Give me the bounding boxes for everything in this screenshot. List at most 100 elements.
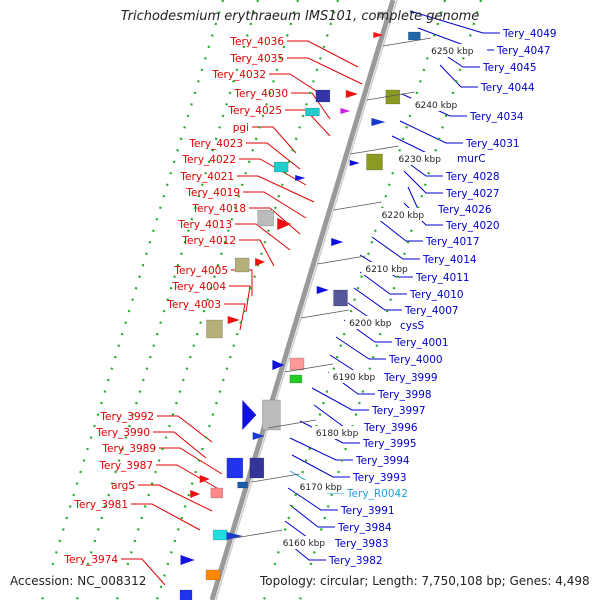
- scale-tick-label: 6170 kbp: [300, 483, 343, 493]
- scale-tick-label: 6180 kbp: [316, 429, 359, 439]
- leader-line-left: [291, 92, 331, 120]
- scale-tick-bg: [311, 426, 372, 439]
- gene-label-left: pgi: [233, 122, 249, 134]
- gene-arrow-19: [227, 316, 240, 324]
- leader-line-left: [249, 207, 301, 235]
- leader-line-right: [407, 186, 435, 210]
- gene-label-left: Tery_4004: [171, 281, 226, 293]
- scale-tick-line: [301, 309, 350, 319]
- gene-block-37: [408, 31, 421, 41]
- gene-arrow-10: [295, 175, 306, 181]
- gene-arrow-33: [180, 555, 195, 565]
- scale-tick-line: [284, 363, 333, 373]
- gene-arrow-0: [373, 32, 384, 38]
- gene-arrow-25: [252, 432, 265, 440]
- scale-tick-label: 6210 kbp: [365, 265, 408, 275]
- map-title: Trichodesmium erythraeum IMS101, complet…: [120, 9, 480, 24]
- scale-tick-label: 6240 kbp: [415, 101, 458, 111]
- gene-label-left: Tery_4032: [211, 69, 266, 81]
- feature-track-1: [75, 0, 260, 600]
- gene-label-right: Tery_3993: [352, 472, 407, 484]
- feature-tracks: [40, 0, 483, 600]
- gene-label-right: Tery_4026: [437, 204, 492, 216]
- leader-line-right: [359, 271, 407, 295]
- leader-line-right: [311, 387, 369, 411]
- gene-arrow-31: [190, 490, 201, 498]
- leader-line-left: [239, 158, 307, 186]
- gene-label-right: Tery_4034: [469, 111, 524, 123]
- gene-block-27: [226, 457, 244, 479]
- gene-label-right: Tery_4031: [465, 138, 520, 150]
- leader-line-left: [156, 464, 223, 492]
- leader-line-right: [291, 454, 350, 478]
- gene-arrow-24: [242, 400, 257, 430]
- gene-label-left: Tery_3990: [95, 427, 150, 439]
- scale-tick-label: 6230 kbp: [399, 155, 442, 165]
- gene-label-left: Tery_3974: [63, 554, 118, 566]
- gene-arrow-15: [331, 238, 344, 246]
- gene-block-13: [234, 257, 250, 273]
- leader-line-left: [157, 415, 213, 443]
- leader-line-right: [403, 170, 443, 194]
- leader-line-left: [159, 447, 223, 475]
- gene-label-right: Tery_4011: [415, 272, 470, 284]
- gene-label-right: murC: [457, 153, 486, 165]
- feature-track-3: [155, 0, 340, 600]
- gene-label-right: Tery_4017: [425, 236, 480, 248]
- gene-label-left: Tery_4025: [227, 105, 282, 117]
- scale-tick-label: 6200 kbp: [349, 319, 392, 329]
- gene-label-left: Tery_4012: [181, 235, 236, 247]
- gene-label-left: Tery_4036: [229, 36, 284, 48]
- scale-tick-line: [383, 37, 432, 47]
- scale-tick-bg: [361, 262, 422, 275]
- scale-tick-bg: [427, 44, 488, 57]
- gene-label-right: Tery_3998: [377, 389, 432, 401]
- gene-label-left: Tery_4022: [181, 154, 236, 166]
- gene-label-left: Tery_4003: [166, 299, 221, 311]
- scale-tick-line: [267, 419, 316, 429]
- gene-block-23: [262, 399, 281, 431]
- gene-labels: Tery_4036 Tery_4035 Tery_4032 Tery_4030 Tery…: [63, 28, 556, 567]
- scale-tick-line: [350, 145, 399, 155]
- gene-label-left: Tery_4018: [191, 203, 246, 215]
- leader-line-left: [239, 239, 275, 267]
- gene-label-right: Tery_3991: [340, 505, 395, 517]
- leader-line-right: [289, 504, 335, 528]
- gene-block-1: [315, 89, 331, 103]
- gene-label-left: Tery_3981: [73, 499, 128, 511]
- gene-label-left: Tery_3987: [98, 460, 153, 472]
- gene-block-7: [366, 153, 383, 171]
- scale-ticks: 6250 kbp 6240 kbp 6230 kbp 6220 kbp 6210 kbp…: [234, 37, 488, 549]
- leader-line-left: [229, 285, 251, 313]
- gene-label-right: Tery_4028: [445, 171, 500, 183]
- gene-block-5: [385, 89, 401, 105]
- leader-line-left: [243, 191, 307, 219]
- leader-line-right: [439, 64, 478, 88]
- gene-arrow-2: [345, 90, 358, 98]
- leader-line-left: [224, 303, 246, 331]
- leader-line-left: [131, 503, 201, 531]
- gene-label-right: Tery_R0042: [346, 488, 408, 500]
- gene-block-29: [237, 481, 248, 489]
- gene-arrow-4: [340, 108, 351, 114]
- gene-block-28: [210, 487, 224, 499]
- leader-line-left: [237, 175, 315, 203]
- gene-label-right: Tery_4045: [482, 62, 537, 74]
- feature-track-5: [298, 0, 483, 600]
- gene-label-left: Tery_4005: [173, 265, 228, 277]
- leader-line-right: [377, 218, 423, 242]
- leader-line-left: [121, 558, 166, 586]
- scale-tick-line: [366, 91, 415, 101]
- leader-line-right: [371, 236, 420, 260]
- leader-line-right: [313, 404, 361, 428]
- feature-track-2: [115, 0, 300, 600]
- gene-label-right: Tery_3982: [328, 555, 383, 567]
- leader-line-left: [235, 223, 291, 251]
- scale-tick-bg: [345, 316, 406, 329]
- scale-tick-bg: [328, 370, 389, 383]
- gene-label-left: Tery_4019: [185, 187, 240, 199]
- scale-tick-line: [234, 529, 283, 539]
- gene-block-35: [179, 589, 193, 600]
- scale-tick-line: [317, 255, 366, 265]
